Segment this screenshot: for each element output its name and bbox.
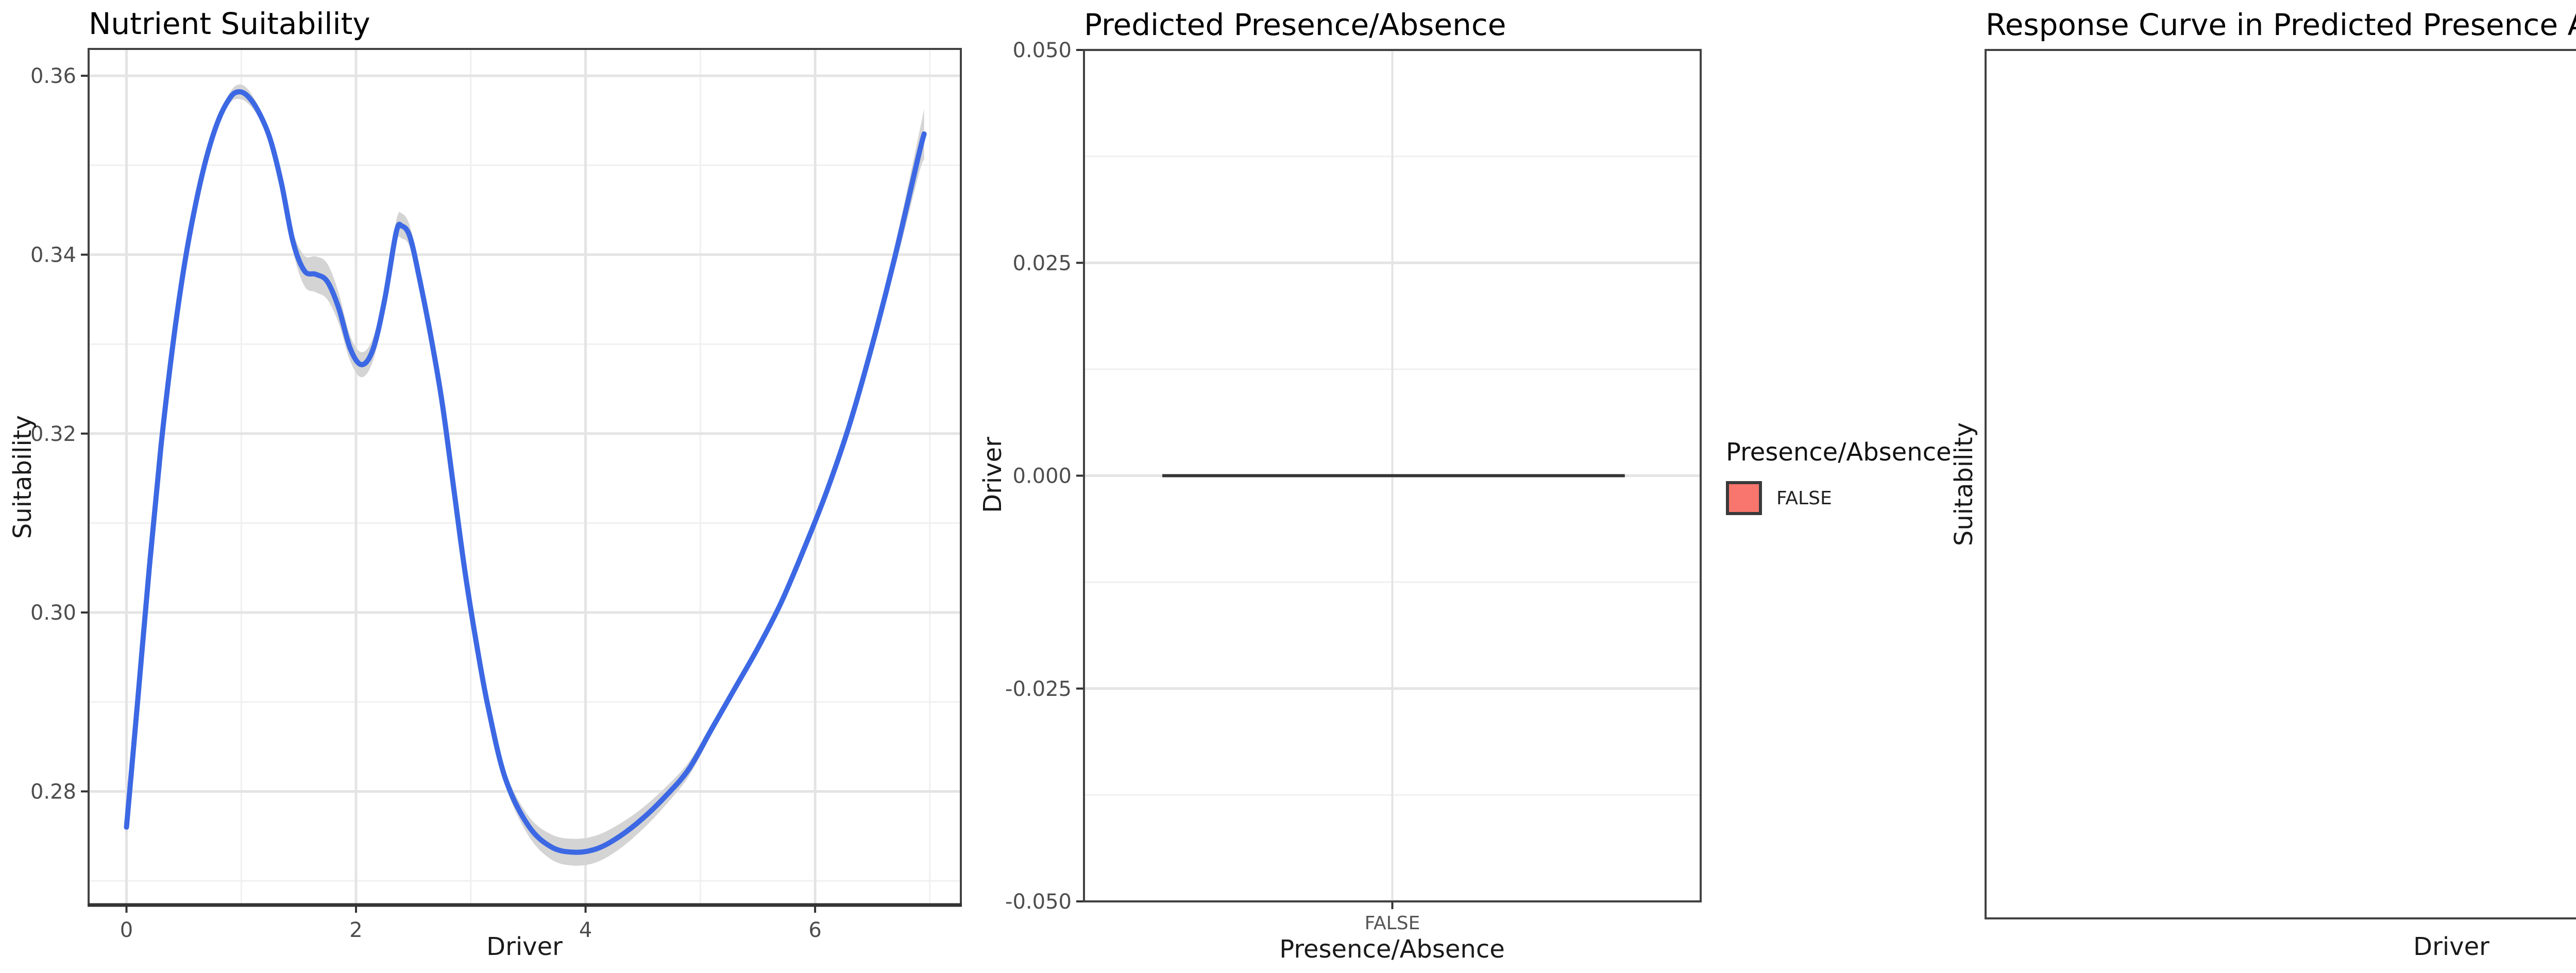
y-tick-label: -0.050 [1005, 890, 1072, 914]
y-tick-label: 0.000 [1012, 465, 1072, 488]
presence-absence-legend: Presence/Absence FALSE [1726, 438, 1952, 515]
x-tick-label: 0 [120, 918, 133, 942]
panel-axes: 0.36 0.34 0.32 0.30 0.28 0 2 4 6 [30, 48, 962, 942]
nutrient-suitability-title: Nutrient Suitability [89, 6, 370, 41]
panel-axes: 0.050 0.025 0.000 -0.025 -0.050 FALSE [1005, 39, 1702, 934]
nutrient-suitability-plot: 0.36 0.34 0.32 0.30 0.28 0 2 4 6 Nutrient Suitab… [0, 0, 979, 973]
panel-border [1985, 49, 2576, 919]
x-tick-label: 6 [808, 918, 821, 942]
suitability-curve [124, 89, 927, 855]
legend-entry-false: FALSE [1726, 481, 1952, 515]
x-tick-label: 2 [349, 918, 362, 942]
y-tick-label: 0.025 [1012, 251, 1072, 275]
nutrient-x-axis-title: Driver [486, 932, 563, 961]
presence-absence-panel: 0.050 0.025 0.000 -0.025 -0.050 FALSE [1005, 39, 1702, 934]
y-tick-label: 0.34 [30, 243, 76, 267]
y-tick-label: 0.30 [30, 601, 76, 625]
nutrient-suitability-panel: 0.36 0.34 0.32 0.30 0.28 0 2 4 6 [30, 48, 962, 942]
response-curve-plot: Response Curve in Predicted Presence Are… [1906, 0, 2576, 973]
x-category-tick-label: FALSE [1365, 913, 1420, 934]
panel-border [1083, 49, 1702, 902]
predicted-presence-absence-plot: 0.050 0.025 0.000 -0.025 -0.050 FALSE Predict… [978, 0, 1952, 973]
response-curve-panel [1985, 49, 2576, 919]
response-x-axis-title: Driver [2413, 932, 2489, 961]
y-tick-label: 0.32 [30, 422, 76, 446]
presence-y-axis-title: Driver [978, 437, 1007, 513]
legend-key-false-swatch [1726, 481, 1762, 515]
y-tick-label: 0.28 [30, 780, 76, 804]
panel-gridlines [89, 49, 961, 905]
panel-axes [1985, 49, 2576, 919]
response-curve-title: Response Curve in Predicted Presence Are… [1986, 7, 2576, 42]
presence-x-axis-title: Presence/Absence [1279, 935, 1505, 964]
legend-entry-label: FALSE [1776, 487, 1832, 509]
x-tick-label: 4 [579, 918, 592, 942]
y-tick-label: -0.025 [1005, 677, 1072, 701]
legend-title: Presence/Absence [1726, 438, 1952, 467]
y-tick-label: 0.050 [1012, 39, 1072, 62]
y-tick-label: 0.36 [30, 64, 76, 88]
panel-background [1986, 50, 2576, 918]
presence-absence-title: Predicted Presence/Absence [1084, 7, 1506, 42]
nutrient-y-axis-title: Suitability [8, 415, 37, 539]
response-y-axis-title: Suitability [1950, 422, 1978, 547]
panel-data [124, 84, 927, 866]
